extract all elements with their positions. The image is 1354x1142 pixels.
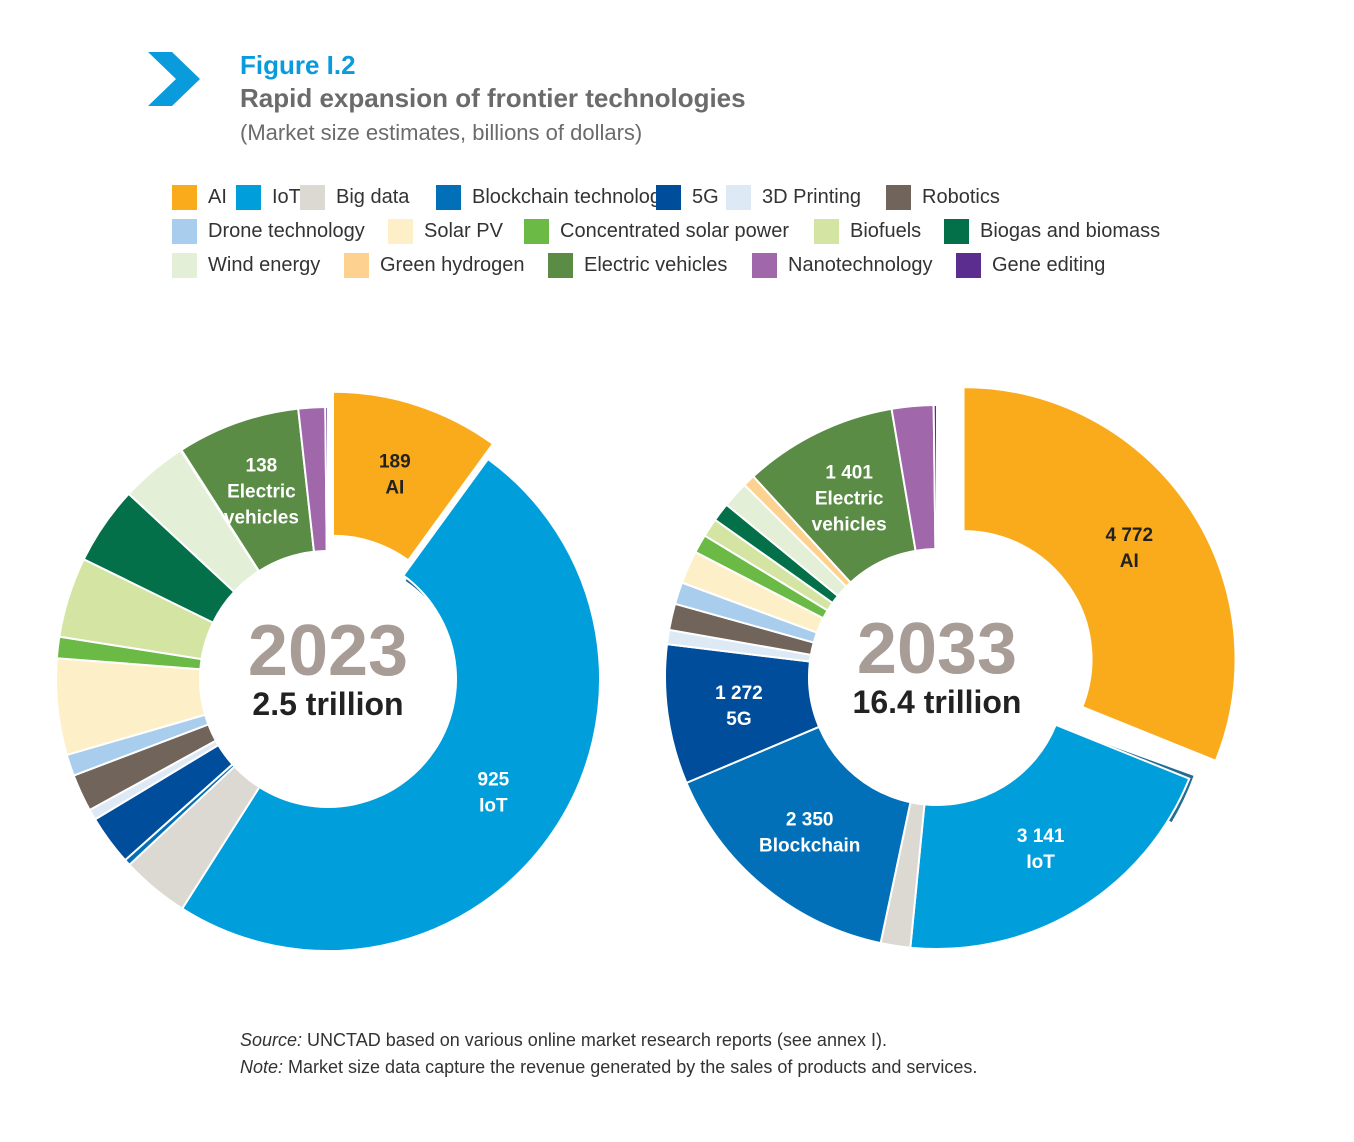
legend-swatch: [300, 184, 325, 210]
data-label: 5G: [726, 709, 751, 730]
legend-row: Drone technology Solar PV Concentrated sol…: [172, 214, 1232, 248]
legend-item: Gene editing: [956, 252, 1116, 278]
data-label: 925: [478, 769, 510, 790]
chevron-icon: [148, 52, 200, 106]
slice-blockchain-technology: [685, 725, 912, 945]
legend-swatch: [726, 184, 751, 210]
legend-label: Nanotechnology: [788, 253, 933, 276]
legend-item: Nanotechnology: [752, 252, 956, 278]
legend-item: Biofuels: [814, 218, 944, 244]
source-text: UNCTAD based on various online market re…: [302, 1030, 887, 1050]
legend-item: AI: [172, 184, 236, 210]
legend-item: Solar PV: [388, 218, 524, 244]
legend-label: Blockchain technology: [472, 185, 672, 208]
data-label: 138: [246, 455, 278, 476]
data-label: Electric: [815, 488, 884, 509]
legend-label: Drone technology: [208, 219, 365, 242]
slice-gene-editing: [932, 403, 938, 551]
legend-swatch: [236, 184, 261, 210]
legend-swatch: [388, 218, 413, 244]
legend-swatch: [814, 218, 839, 244]
legend-swatch: [172, 252, 197, 278]
legend-swatch: [956, 252, 981, 278]
center-total: 2.5 trillion: [252, 686, 403, 722]
figure-subtitle: (Market size estimates, billions of doll…: [240, 120, 643, 145]
data-label: 1 401: [825, 462, 873, 483]
legend-swatch: [524, 218, 549, 244]
legend-item: Robotics: [886, 184, 1036, 210]
data-label: Blockchain: [759, 835, 860, 856]
legend-label: AI: [208, 185, 227, 208]
data-label: 3 141: [1017, 826, 1065, 847]
legend-label: Biogas and biomass: [980, 219, 1161, 242]
data-label: IoT: [1026, 852, 1055, 873]
notes: Source: UNCTAD based on various online m…: [240, 1027, 977, 1081]
data-label: vehicles: [224, 507, 299, 528]
legend-item: Big data: [300, 184, 436, 210]
note-text: Market size data capture the revenue gen…: [283, 1057, 978, 1077]
legend-swatch: [944, 218, 969, 244]
data-label: IoT: [479, 795, 508, 816]
legend-label: Concentrated solar power: [560, 219, 790, 242]
note-label: Note:: [240, 1057, 284, 1077]
legend-item: Green hydrogen: [344, 252, 548, 278]
donut-chart-2033: 4 772 AI 3 141 IoT 2 350 Blockchain 1 272 5G 1 4…: [664, 386, 1237, 950]
data-label: 1 272: [715, 683, 763, 704]
figure-label: Figure I.2: [240, 50, 356, 80]
legend-label: 3D Printing: [762, 185, 861, 208]
slice-iot: [909, 723, 1191, 950]
legend-label: 5G: [692, 185, 719, 208]
slice-iot: [180, 457, 601, 952]
legend-item: Drone technology: [172, 218, 388, 244]
legend-label: Gene editing: [992, 253, 1106, 276]
legend-label: Wind energy: [208, 253, 321, 276]
legend-swatch: [886, 184, 911, 210]
legend-swatch: [344, 252, 369, 278]
legend-label: Solar PV: [424, 219, 503, 242]
legend-item: 5G: [656, 184, 726, 210]
center-total: 16.4 trillion: [853, 684, 1022, 720]
source-label: Source:: [240, 1030, 303, 1050]
legend-swatch: [752, 252, 777, 278]
legend-row: AI IoT Big data Blockchain technology 5G 3D P…: [172, 180, 1232, 214]
data-label: 189: [379, 452, 411, 473]
market-note: Note: Market size data capture the reven…: [240, 1054, 977, 1081]
legend-swatch: [172, 218, 197, 244]
legend-item: Wind energy: [172, 252, 344, 278]
data-label: 4 772: [1106, 525, 1154, 546]
legend-item: Concentrated solar power: [524, 218, 814, 244]
data-label: Electric: [227, 481, 296, 502]
legend: AI IoT Big data Blockchain technology 5G 3D P…: [172, 180, 1232, 282]
legend-label: Green hydrogen: [380, 253, 525, 276]
data-label: vehicles: [812, 514, 887, 535]
figure-title: Rapid expansion of frontier technologies: [240, 83, 746, 113]
source-note: Source: UNCTAD based on various online m…: [240, 1027, 977, 1054]
legend-swatch: [656, 184, 681, 210]
legend-label: Robotics: [922, 185, 1000, 208]
data-label: AI: [1120, 551, 1139, 572]
data-label: 2 350: [786, 809, 834, 830]
legend-row: Wind energy Green hydrogen Electric vehicl…: [172, 248, 1232, 282]
data-label: AI: [385, 478, 404, 499]
legend-label: Electric vehicles: [584, 253, 728, 276]
slice-ai: [962, 386, 1237, 763]
center-year: 2033: [857, 609, 1017, 689]
slice-ai: [331, 390, 495, 562]
slice-gene-editing: [324, 405, 329, 553]
legend-item: 3D Printing: [726, 184, 886, 210]
legend-swatch: [436, 184, 461, 210]
legend-swatch: [548, 252, 573, 278]
legend-label: Biofuels: [850, 219, 922, 242]
legend-label: Big data: [336, 185, 410, 208]
legend-item: Electric vehicles: [548, 252, 752, 278]
center-year: 2023: [248, 611, 408, 691]
legend-item: IoT: [236, 184, 301, 210]
legend-item: Biogas and biomass: [944, 218, 1164, 244]
legend-swatch: [172, 184, 197, 210]
legend-label: IoT: [272, 185, 301, 208]
legend-item: Blockchain technology: [436, 184, 671, 210]
